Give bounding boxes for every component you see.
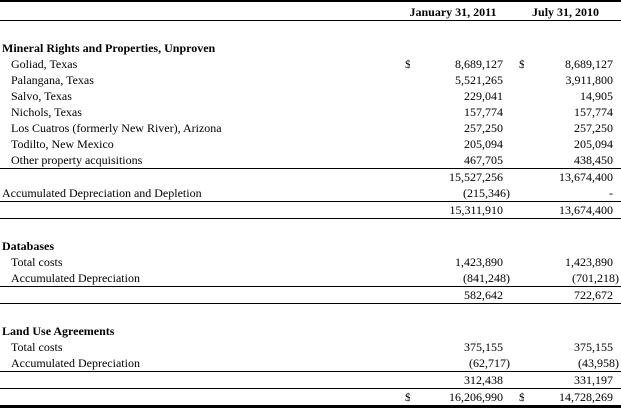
table-row-databases-accum-depreciation: Accumulated Depreciation (841,248) (701,… [0,270,621,287]
amount-jan-2011: (841,248) [410,270,511,287]
table-row-land-use-total-costs: Total costs 375,155 375,155 [0,339,621,355]
table-row-databases-total-costs: Total costs 1,423,890 1,423,890 [0,254,621,270]
amount-jan-2011: 1,423,890 [455,255,504,269]
table-row-other-acquisitions: Other property acquisitions 467,705 438,… [0,152,621,169]
subtotal-row-mineral-net: 15,311,910 13,674,400 [0,201,621,219]
amount-jul-2010: 13,674,400 [524,201,621,219]
amount-jan-2011: 8,689,127 [455,57,504,71]
currency-symbol: $ [510,388,525,408]
row-label: Nichols, Texas [11,105,82,119]
amount-jul-2010: - [524,185,621,202]
row-label: Salvo, Texas [11,89,72,103]
amount-jul-2010: 157,774 [574,105,614,119]
amount-jan-2011: 582,642 [410,286,511,304]
amount-jul-2010: 205,094 [574,137,614,151]
amount-jan-2011: (62,717) [410,355,511,372]
amount-jul-2010: 257,250 [574,121,614,135]
column-header-period2: July 31, 2010 [510,0,621,21]
amount-jan-2011: 205,094 [464,137,504,151]
row-label [0,201,396,219]
amount-jan-2011: 157,774 [464,105,504,119]
grand-total-row: $ 16,206,990 $ 14,728,269 [0,388,621,408]
amount-jan-2011: 15,527,256 [449,170,504,184]
table-row-nichols: Nichols, Texas 157,774 157,774 [0,104,621,120]
header-spacer [0,0,396,21]
section-title: Land Use Agreements [2,324,115,338]
row-label: Los Cuatros (formerly New River), Arizon… [11,121,222,135]
section-title: Databases [2,239,55,253]
amount-jul-2010: 722,672 [524,286,621,304]
subtotal-row-land-use-net: 312,438 331,197 [0,371,621,389]
table-row-accum-depreciation-depletion: Accumulated Depreciation and Depletion (… [0,185,621,202]
row-label: Palangana, Texas [11,73,94,87]
amount-jul-2010: 1,423,890 [565,255,614,269]
amount-jul-2010: 8,689,127 [565,57,614,71]
row-label: Accumulated Depreciation [0,270,396,287]
table-row-los-cuatros: Los Cuatros (formerly New River), Arizon… [0,120,621,136]
row-label: Total costs [11,340,63,354]
amount-jan-2011: (215,346) [410,185,511,202]
currency-symbol: $ [396,388,410,408]
amount-jan-2011: 15,311,910 [410,201,511,219]
table-row-palangana: Palangana, Texas 5,521,265 3,911,800 [0,72,621,88]
amount-jan-2011: 257,250 [464,121,504,135]
amount-jul-2010: 14,728,269 [524,388,621,408]
table-row-land-use-accum-depreciation: Accumulated Depreciation (62,717) (43,95… [0,355,621,372]
amount-jul-2010: 13,674,400 [559,170,614,184]
subtotal-row-databases-net: 582,642 722,672 [0,286,621,304]
currency-symbol: $ [519,57,525,71]
row-label: Accumulated Depreciation [0,355,396,372]
amount-jul-2010: 3,911,800 [565,73,614,87]
amount-jan-2011: 16,206,990 [410,388,511,408]
subtotal-row-mineral-gross: 15,527,256 13,674,400 [0,169,621,186]
amount-jul-2010: 14,905 [580,89,614,103]
amount-jul-2010: (43,958) [524,355,621,372]
section-header-mineral-rights: Mineral Rights and Properties, Unproven [0,40,621,56]
row-label [0,388,396,408]
column-header-period1: January 31, 2011 [396,0,511,21]
row-label: Todilto, New Mexico [11,137,114,151]
row-label: Accumulated Depreciation and Depletion [0,185,396,202]
amount-jan-2011: 229,041 [464,89,504,103]
amount-jul-2010: 375,155 [574,340,614,354]
spacer-row [0,21,621,41]
table-row-salvo: Salvo, Texas 229,041 14,905 [0,88,621,104]
section-header-land-use-agreements: Land Use Agreements [0,323,621,339]
section-title: Mineral Rights and Properties, Unproven [2,41,216,55]
section-header-databases: Databases [0,238,621,254]
table-row-goliad: Goliad, Texas $ 8,689,127 $ 8,689,127 [0,56,621,72]
row-label: Total costs [11,255,63,269]
row-label: Goliad, Texas [11,57,78,71]
row-label [0,169,396,186]
amount-jul-2010: 438,450 [524,152,621,169]
amount-jan-2011: 467,705 [410,152,511,169]
amount-jan-2011: 5,521,265 [455,73,504,87]
table-row-todilto: Todilto, New Mexico 205,094 205,094 [0,136,621,152]
spacer-row [0,304,621,324]
spacer-row [0,219,621,239]
amount-jan-2011: 312,438 [410,371,511,389]
currency-symbol: $ [405,57,410,71]
row-label [0,371,396,389]
row-label [0,286,396,304]
table-header-row: January 31, 2011 July 31, 2010 [0,0,621,21]
row-label: Other property acquisitions [0,152,396,169]
amount-jul-2010: (701,218) [524,270,621,287]
amount-jan-2011: 375,155 [464,340,504,354]
amount-jul-2010: 331,197 [524,371,621,389]
